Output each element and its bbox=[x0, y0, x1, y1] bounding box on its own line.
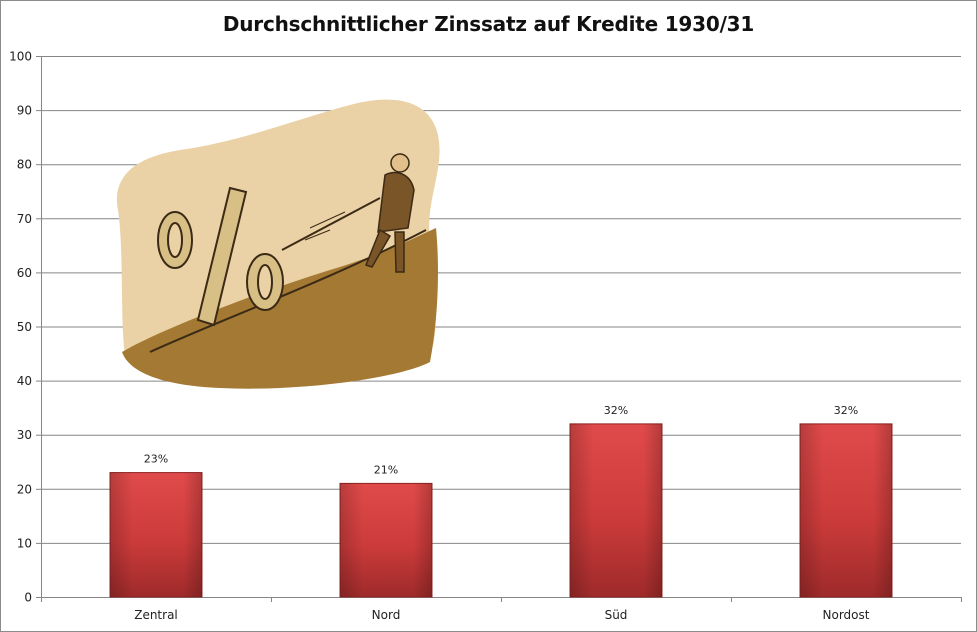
bar-shading bbox=[110, 472, 202, 597]
data-labels: 23% 21% 32% 32% bbox=[144, 404, 858, 477]
x-tick-labels: Zentral Nord Süd Nordost bbox=[134, 608, 870, 622]
x-tick-label: Nordost bbox=[823, 608, 870, 622]
y-tick-label: 60 bbox=[17, 266, 32, 280]
y-tick-label: 70 bbox=[17, 212, 32, 226]
y-tick-label: 80 bbox=[17, 158, 32, 172]
x-tick-label: Süd bbox=[605, 608, 628, 622]
y-tick-label: 20 bbox=[17, 482, 32, 496]
y-tick-label: 100 bbox=[9, 50, 32, 64]
data-label: 21% bbox=[374, 463, 398, 476]
bar-shading bbox=[340, 483, 432, 597]
y-tick-label: 40 bbox=[17, 374, 32, 388]
x-tick-label: Nord bbox=[372, 608, 401, 622]
y-tick-label: 90 bbox=[17, 104, 32, 118]
data-label: 23% bbox=[144, 453, 168, 466]
y-tick-labels: 0 10 20 30 40 50 60 70 80 90 100 bbox=[9, 50, 32, 605]
data-label: 32% bbox=[604, 404, 628, 417]
data-label: 32% bbox=[834, 404, 858, 417]
y-tick-label: 50 bbox=[17, 320, 32, 334]
bars bbox=[109, 423, 893, 598]
bar-shading bbox=[800, 423, 892, 597]
chart-title: Durchschnittlicher Zinssatz auf Kredite … bbox=[222, 12, 755, 36]
x-tick-label: Zentral bbox=[134, 608, 178, 622]
y-tick-label: 30 bbox=[17, 428, 32, 442]
bar-shading bbox=[570, 423, 662, 597]
percent-clipart-illustration bbox=[116, 99, 440, 389]
y-tick-label: 0 bbox=[24, 591, 32, 605]
y-tick-label: 10 bbox=[17, 536, 32, 550]
